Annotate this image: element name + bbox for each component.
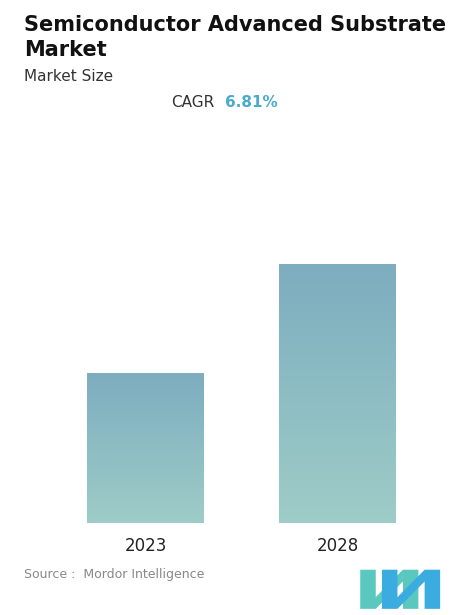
Text: Semiconductor Advanced Substrate: Semiconductor Advanced Substrate — [24, 15, 446, 36]
Text: CAGR: CAGR — [171, 95, 214, 110]
Text: 6.81%: 6.81% — [225, 95, 278, 110]
Polygon shape — [382, 569, 440, 609]
Polygon shape — [360, 569, 419, 609]
Text: Market: Market — [24, 40, 107, 60]
Text: Market Size: Market Size — [24, 69, 113, 84]
Text: Source :  Mordor Intelligence: Source : Mordor Intelligence — [24, 568, 204, 581]
